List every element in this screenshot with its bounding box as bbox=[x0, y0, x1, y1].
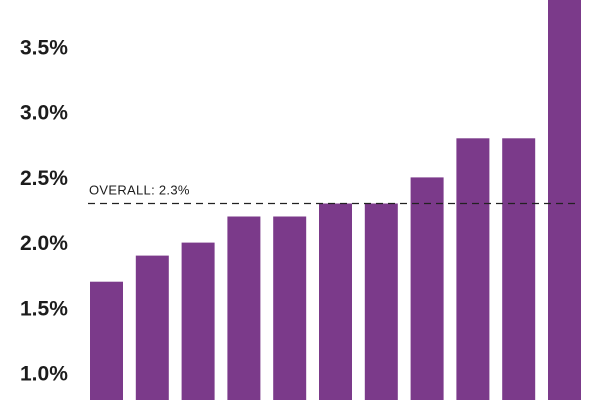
bar bbox=[502, 138, 536, 400]
reference-line-group: OVERALL: 2.3% bbox=[88, 183, 580, 205]
y-tick-label: 3.0% bbox=[20, 102, 68, 125]
y-tick-label: 3.5% bbox=[20, 37, 68, 60]
bar bbox=[364, 203, 398, 400]
bars bbox=[90, 0, 581, 400]
y-tick-label: 1.5% bbox=[20, 297, 68, 320]
bar bbox=[319, 203, 352, 400]
y-tick-label: 2.5% bbox=[20, 167, 68, 190]
bar bbox=[456, 138, 490, 400]
bar bbox=[90, 281, 123, 400]
bar bbox=[181, 242, 215, 400]
bar bbox=[548, 0, 581, 400]
y-axis: 1.0% 1.5% 2.0% 2.5% 3.0% 3.5% bbox=[20, 37, 68, 386]
y-tick-label: 2.0% bbox=[20, 232, 68, 255]
bar bbox=[273, 216, 307, 400]
bar bbox=[410, 177, 444, 400]
bar bbox=[227, 216, 261, 400]
bar bbox=[135, 255, 169, 400]
overall-reference-label: OVERALL: 2.3% bbox=[89, 183, 190, 198]
y-tick-label: 1.0% bbox=[20, 363, 68, 386]
